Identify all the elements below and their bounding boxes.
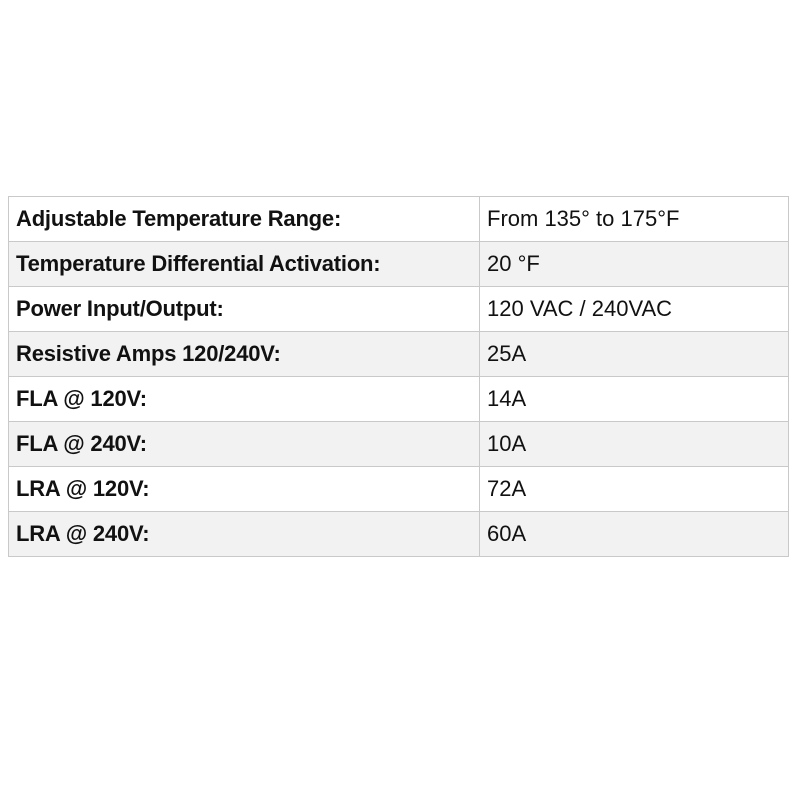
spec-label: LRA @ 120V: [8,466,480,512]
spec-value: From 135° to 175°F [479,196,789,242]
spec-value: 72A [479,466,789,512]
spec-label: FLA @ 240V: [8,421,480,467]
table-row: Adjustable Temperature Range: From 135° … [8,196,789,242]
table-row: Power Input/Output: 120 VAC / 240VAC [8,286,789,332]
spec-value: 20 °F [479,241,789,287]
spec-value: 60A [479,511,789,557]
table-row: LRA @ 120V: 72A [8,466,789,512]
spec-label: FLA @ 120V: [8,376,480,422]
spec-value: 120 VAC / 240VAC [479,286,789,332]
table-row: Resistive Amps 120/240V: 25A [8,331,789,377]
table-row: FLA @ 240V: 10A [8,421,789,467]
specifications-table: Adjustable Temperature Range: From 135° … [8,196,789,557]
spec-value: 10A [479,421,789,467]
spec-label: Adjustable Temperature Range: [8,196,480,242]
spec-label: LRA @ 240V: [8,511,480,557]
table-row: LRA @ 240V: 60A [8,511,789,557]
spec-value: 25A [479,331,789,377]
table-row: FLA @ 120V: 14A [8,376,789,422]
spec-label: Temperature Differential Activation: [8,241,480,287]
spec-label: Resistive Amps 120/240V: [8,331,480,377]
spec-label: Power Input/Output: [8,286,480,332]
table-row: Temperature Differential Activation: 20 … [8,241,789,287]
spec-value: 14A [479,376,789,422]
